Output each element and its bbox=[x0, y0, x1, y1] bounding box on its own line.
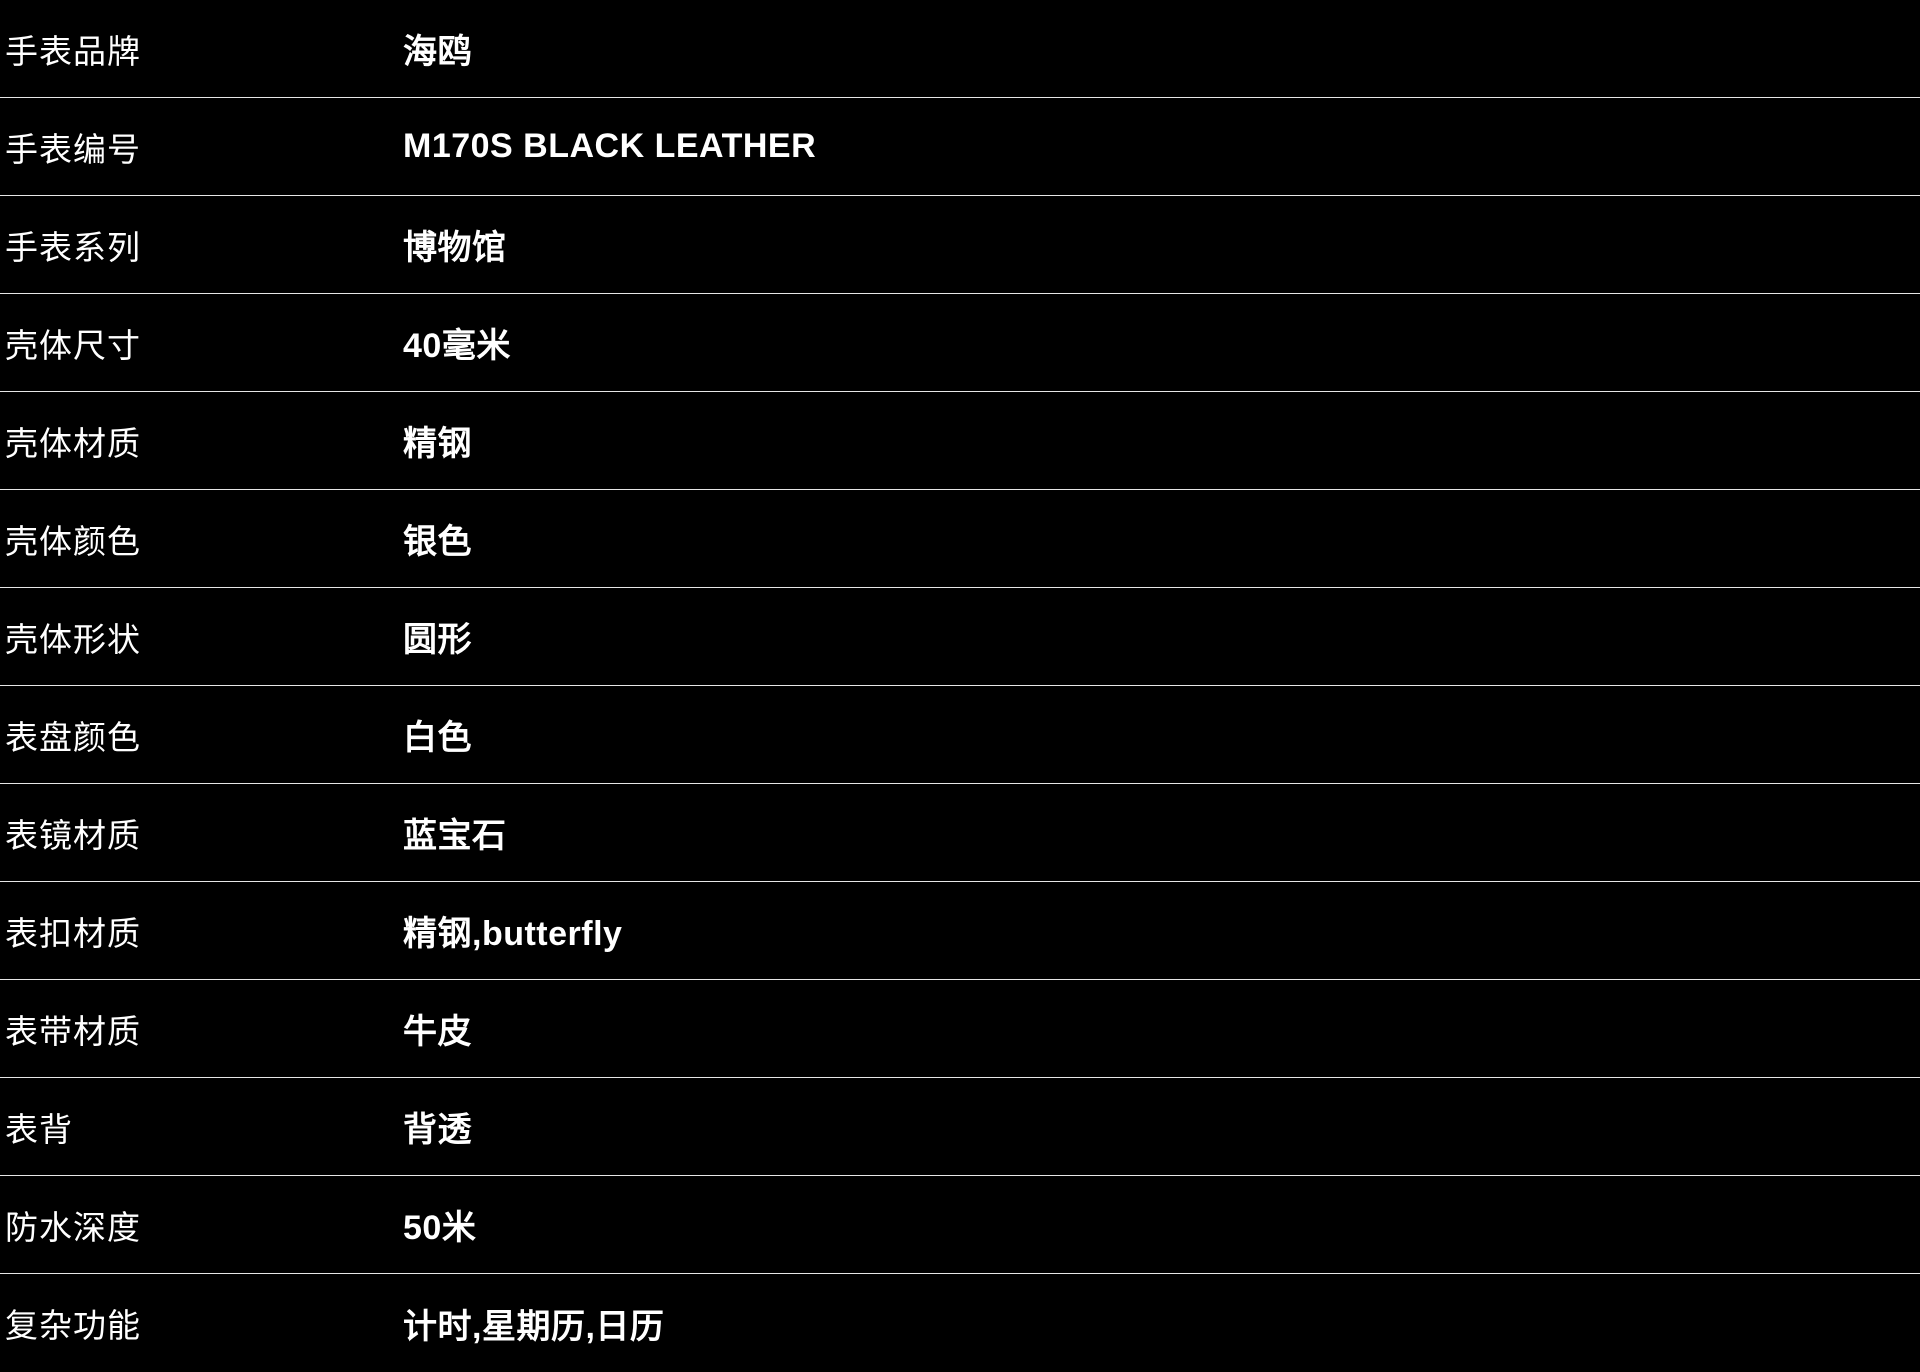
spec-label: 壳体颜色 bbox=[5, 522, 141, 560]
spec-row-case-shape: 壳体形状 圆形 bbox=[0, 588, 1920, 686]
spec-value: 牛皮 bbox=[403, 1013, 472, 1051]
spec-row-complications: 复杂功能 计时,星期历,日历 bbox=[0, 1274, 1920, 1372]
spec-label: 表带材质 bbox=[5, 1012, 141, 1050]
spec-label: 手表系列 bbox=[5, 228, 141, 266]
spec-row-water-resistance: 防水深度 50米 bbox=[0, 1176, 1920, 1274]
spec-row-dial-color: 表盘颜色 白色 bbox=[0, 686, 1920, 784]
spec-value: 海鸥 bbox=[403, 33, 472, 71]
spec-label: 表背 bbox=[5, 1110, 73, 1148]
spec-row-watch-brand: 手表品牌 海鸥 bbox=[0, 0, 1920, 98]
spec-label: 表盘颜色 bbox=[5, 718, 141, 756]
spec-label: 表扣材质 bbox=[5, 914, 141, 952]
spec-value: 博物馆 bbox=[403, 229, 507, 267]
spec-label: 表镜材质 bbox=[5, 816, 141, 854]
spec-value: 精钢 bbox=[403, 425, 472, 463]
spec-row-clasp-material: 表扣材质 精钢,butterfly bbox=[0, 882, 1920, 980]
spec-value: 计时,星期历,日历 bbox=[403, 1307, 665, 1346]
spec-row-case-back: 表背 背透 bbox=[0, 1078, 1920, 1176]
spec-value: 40毫米 bbox=[403, 327, 511, 365]
spec-label: 复杂功能 bbox=[5, 1307, 141, 1344]
spec-value: 白色 bbox=[403, 719, 472, 757]
spec-label: 壳体尺寸 bbox=[5, 326, 141, 364]
spec-value: M170S BLACK LEATHER bbox=[403, 127, 817, 165]
spec-label: 壳体形状 bbox=[5, 620, 141, 658]
spec-value: 精钢,butterfly bbox=[403, 915, 623, 953]
spec-label: 手表品牌 bbox=[5, 32, 141, 70]
spec-label: 壳体材质 bbox=[5, 424, 141, 462]
spec-value: 50米 bbox=[403, 1209, 477, 1247]
spec-row-watch-series: 手表系列 博物馆 bbox=[0, 196, 1920, 294]
spec-value: 蓝宝石 bbox=[403, 817, 507, 855]
spec-value: 银色 bbox=[403, 523, 472, 561]
spec-row-case-material: 壳体材质 精钢 bbox=[0, 392, 1920, 490]
spec-row-strap-material: 表带材质 牛皮 bbox=[0, 980, 1920, 1078]
spec-row-watch-model: 手表编号 M170S BLACK LEATHER bbox=[0, 98, 1920, 196]
spec-row-case-size: 壳体尺寸 40毫米 bbox=[0, 294, 1920, 392]
spec-label: 手表编号 bbox=[5, 130, 141, 168]
spec-row-crystal-material: 表镜材质 蓝宝石 bbox=[0, 784, 1920, 882]
spec-value: 背透 bbox=[403, 1111, 472, 1149]
spec-row-case-color: 壳体颜色 银色 bbox=[0, 490, 1920, 588]
spec-value: 圆形 bbox=[403, 621, 472, 659]
spec-label: 防水深度 bbox=[5, 1208, 141, 1246]
